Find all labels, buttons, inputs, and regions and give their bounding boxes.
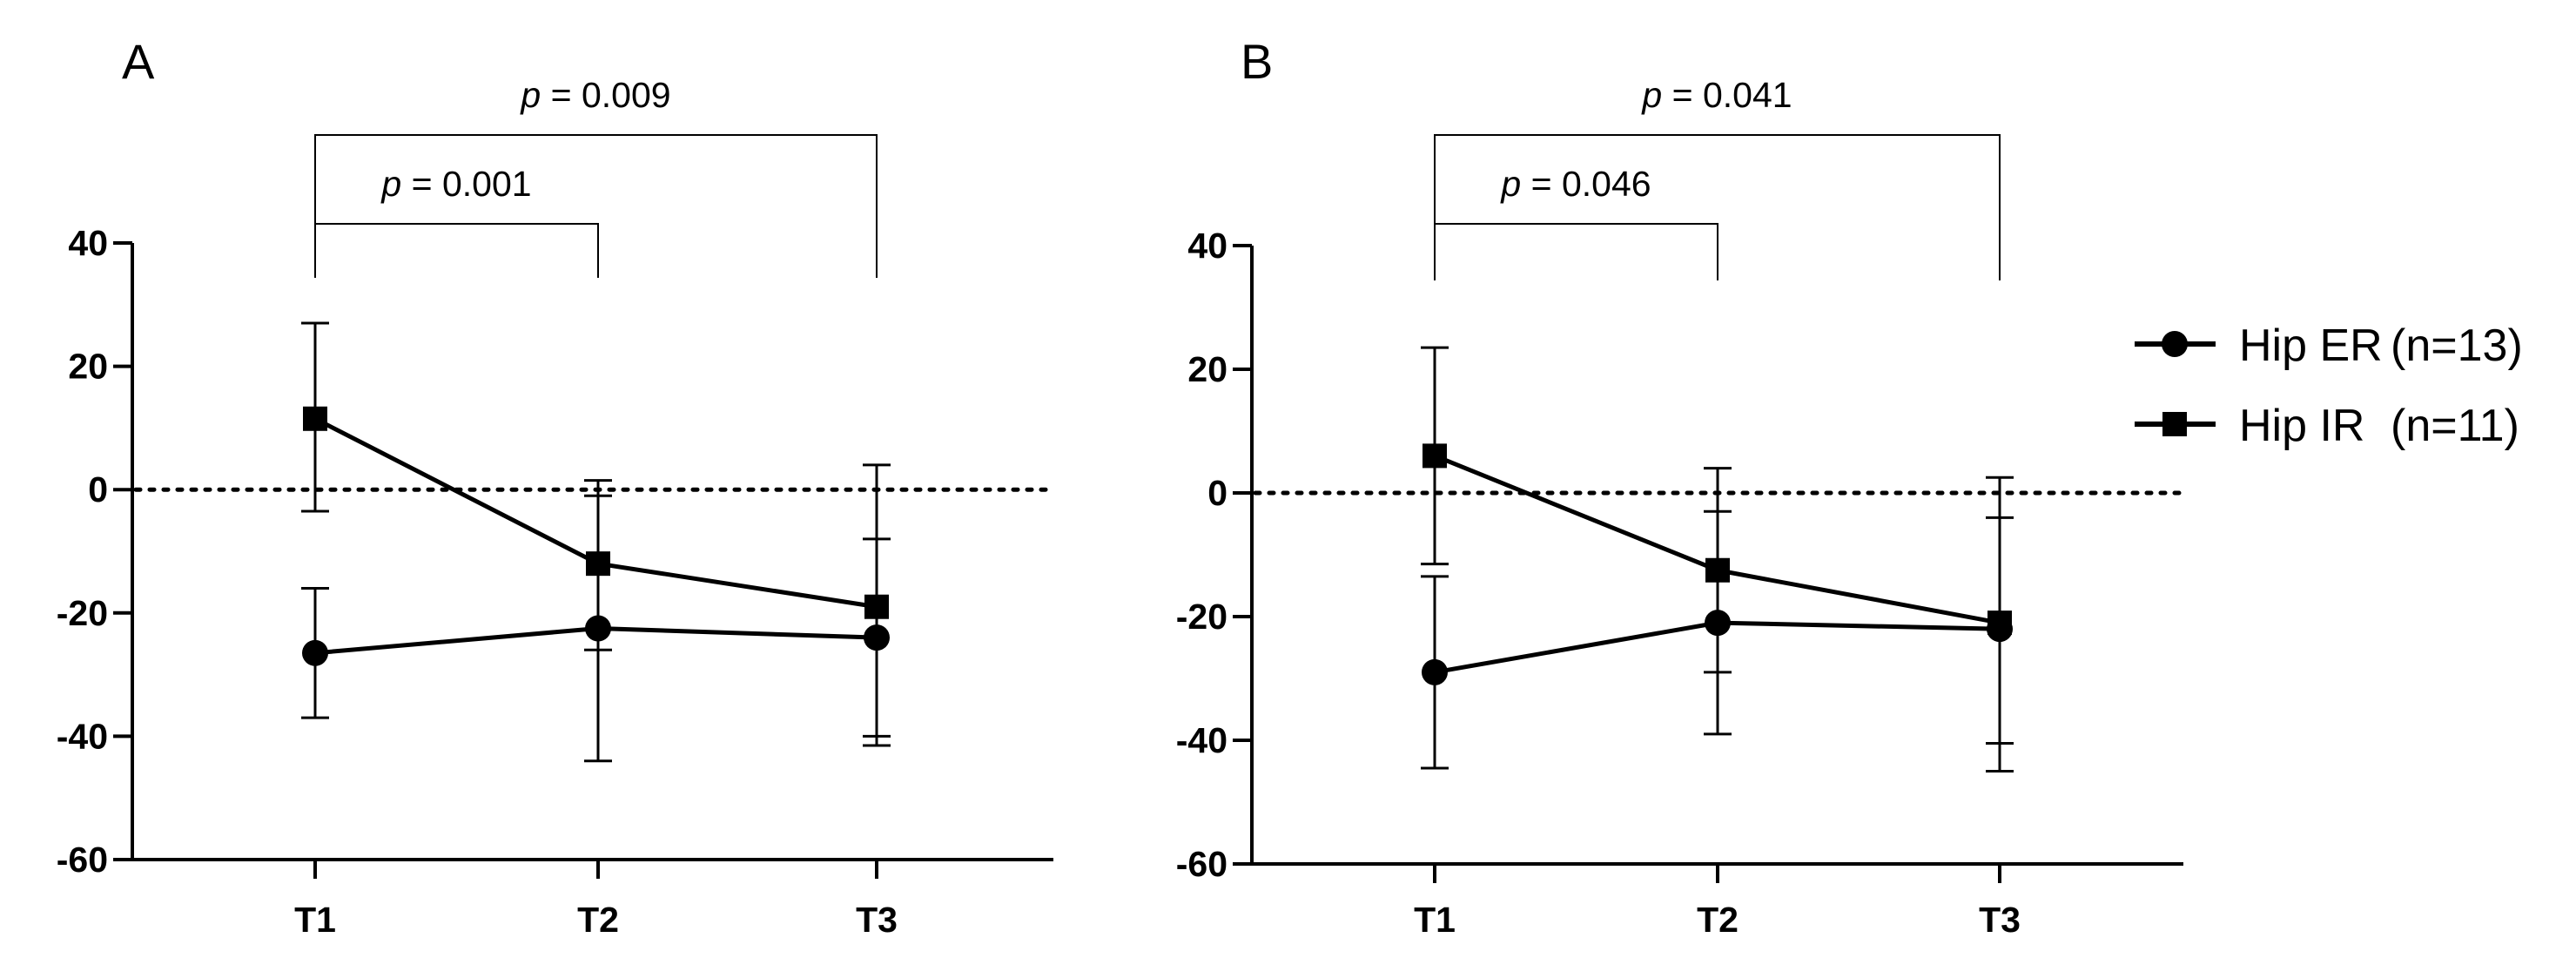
y-tick-label: 40: [1187, 226, 1227, 266]
bracket-line: [314, 134, 878, 278]
legend-item-hip-ir: Hip IR (n=11): [2135, 401, 2519, 451]
data-point-square: [864, 594, 889, 619]
significance-bracket: p = 0.046: [1434, 164, 1718, 280]
data-point-square: [1987, 611, 2012, 636]
p-value: = 0.041: [1662, 75, 1792, 115]
p-symbol: p: [1499, 164, 1521, 204]
legend-marker-square: [2162, 412, 2187, 436]
y-tick-label: -20: [1176, 597, 1227, 637]
p-value: = 0.046: [1521, 164, 1651, 204]
x-tick-label: T1: [1414, 900, 1456, 940]
significance-bracket: p = 0.009: [314, 75, 878, 278]
x-tick-label: T2: [577, 900, 619, 940]
p-symbol: p: [519, 75, 541, 115]
legend-label: Hip ER: [2239, 320, 2383, 371]
series-hip-ir: [301, 321, 891, 747]
panel-label: A: [122, 34, 155, 89]
series-hip-ir: [1421, 346, 2014, 772]
y-tick-label: -20: [57, 593, 108, 633]
legend-count: (n=13): [2391, 320, 2523, 371]
p-value-label: p = 0.001: [380, 164, 531, 204]
bracket-line: [1434, 134, 2001, 280]
legend-label: Hip IR: [2239, 401, 2364, 451]
y-tick-label: 20: [1187, 349, 1227, 389]
p-value-label: p = 0.046: [1499, 164, 1651, 204]
y-tick-label: 40: [68, 223, 108, 263]
legend-count: (n=11): [2391, 401, 2519, 451]
p-value: = 0.009: [541, 75, 670, 115]
data-point-square: [303, 406, 327, 431]
p-value-label: p = 0.009: [519, 75, 670, 115]
panel-label: B: [1241, 34, 1273, 89]
data-point-circle: [302, 639, 328, 666]
series-hip-er: [301, 494, 891, 763]
p-symbol: p: [380, 164, 401, 204]
y-tick-label: 0: [1207, 473, 1227, 513]
p-symbol: p: [1640, 75, 1662, 115]
p-value-label: p = 0.041: [1640, 75, 1792, 115]
bracket-line: [1434, 223, 1718, 280]
y-tick-label: -40: [1176, 720, 1227, 760]
p-value: = 0.001: [401, 164, 531, 204]
data-point-square: [1705, 557, 1730, 583]
y-tick-label: -60: [1176, 844, 1227, 884]
series-line: [313, 416, 878, 610]
data-point-circle: [1422, 658, 1448, 685]
legend-item-hip-er: Hip ER (n=13): [2135, 320, 2523, 371]
x-tick-label: T3: [1979, 900, 2021, 940]
x-tick-label: T2: [1697, 900, 1739, 940]
legend-marker-circle: [2162, 331, 2188, 357]
y-tick-label: 20: [68, 347, 108, 387]
x-tick-label: T3: [856, 900, 898, 940]
significance-bracket: p = 0.001: [314, 164, 599, 278]
bracket-line: [314, 223, 599, 278]
y-tick-label: -40: [57, 716, 108, 756]
y-tick-label: 0: [88, 469, 108, 509]
significance-bracket: p = 0.041: [1434, 75, 2001, 280]
legend: Hip ER (n=13) Hip IR (n=11): [2135, 320, 2523, 451]
data-point-square: [586, 551, 610, 577]
x-tick-label: T1: [294, 900, 336, 940]
y-tick-label: -60: [57, 840, 108, 880]
data-point-square: [1423, 443, 1447, 469]
